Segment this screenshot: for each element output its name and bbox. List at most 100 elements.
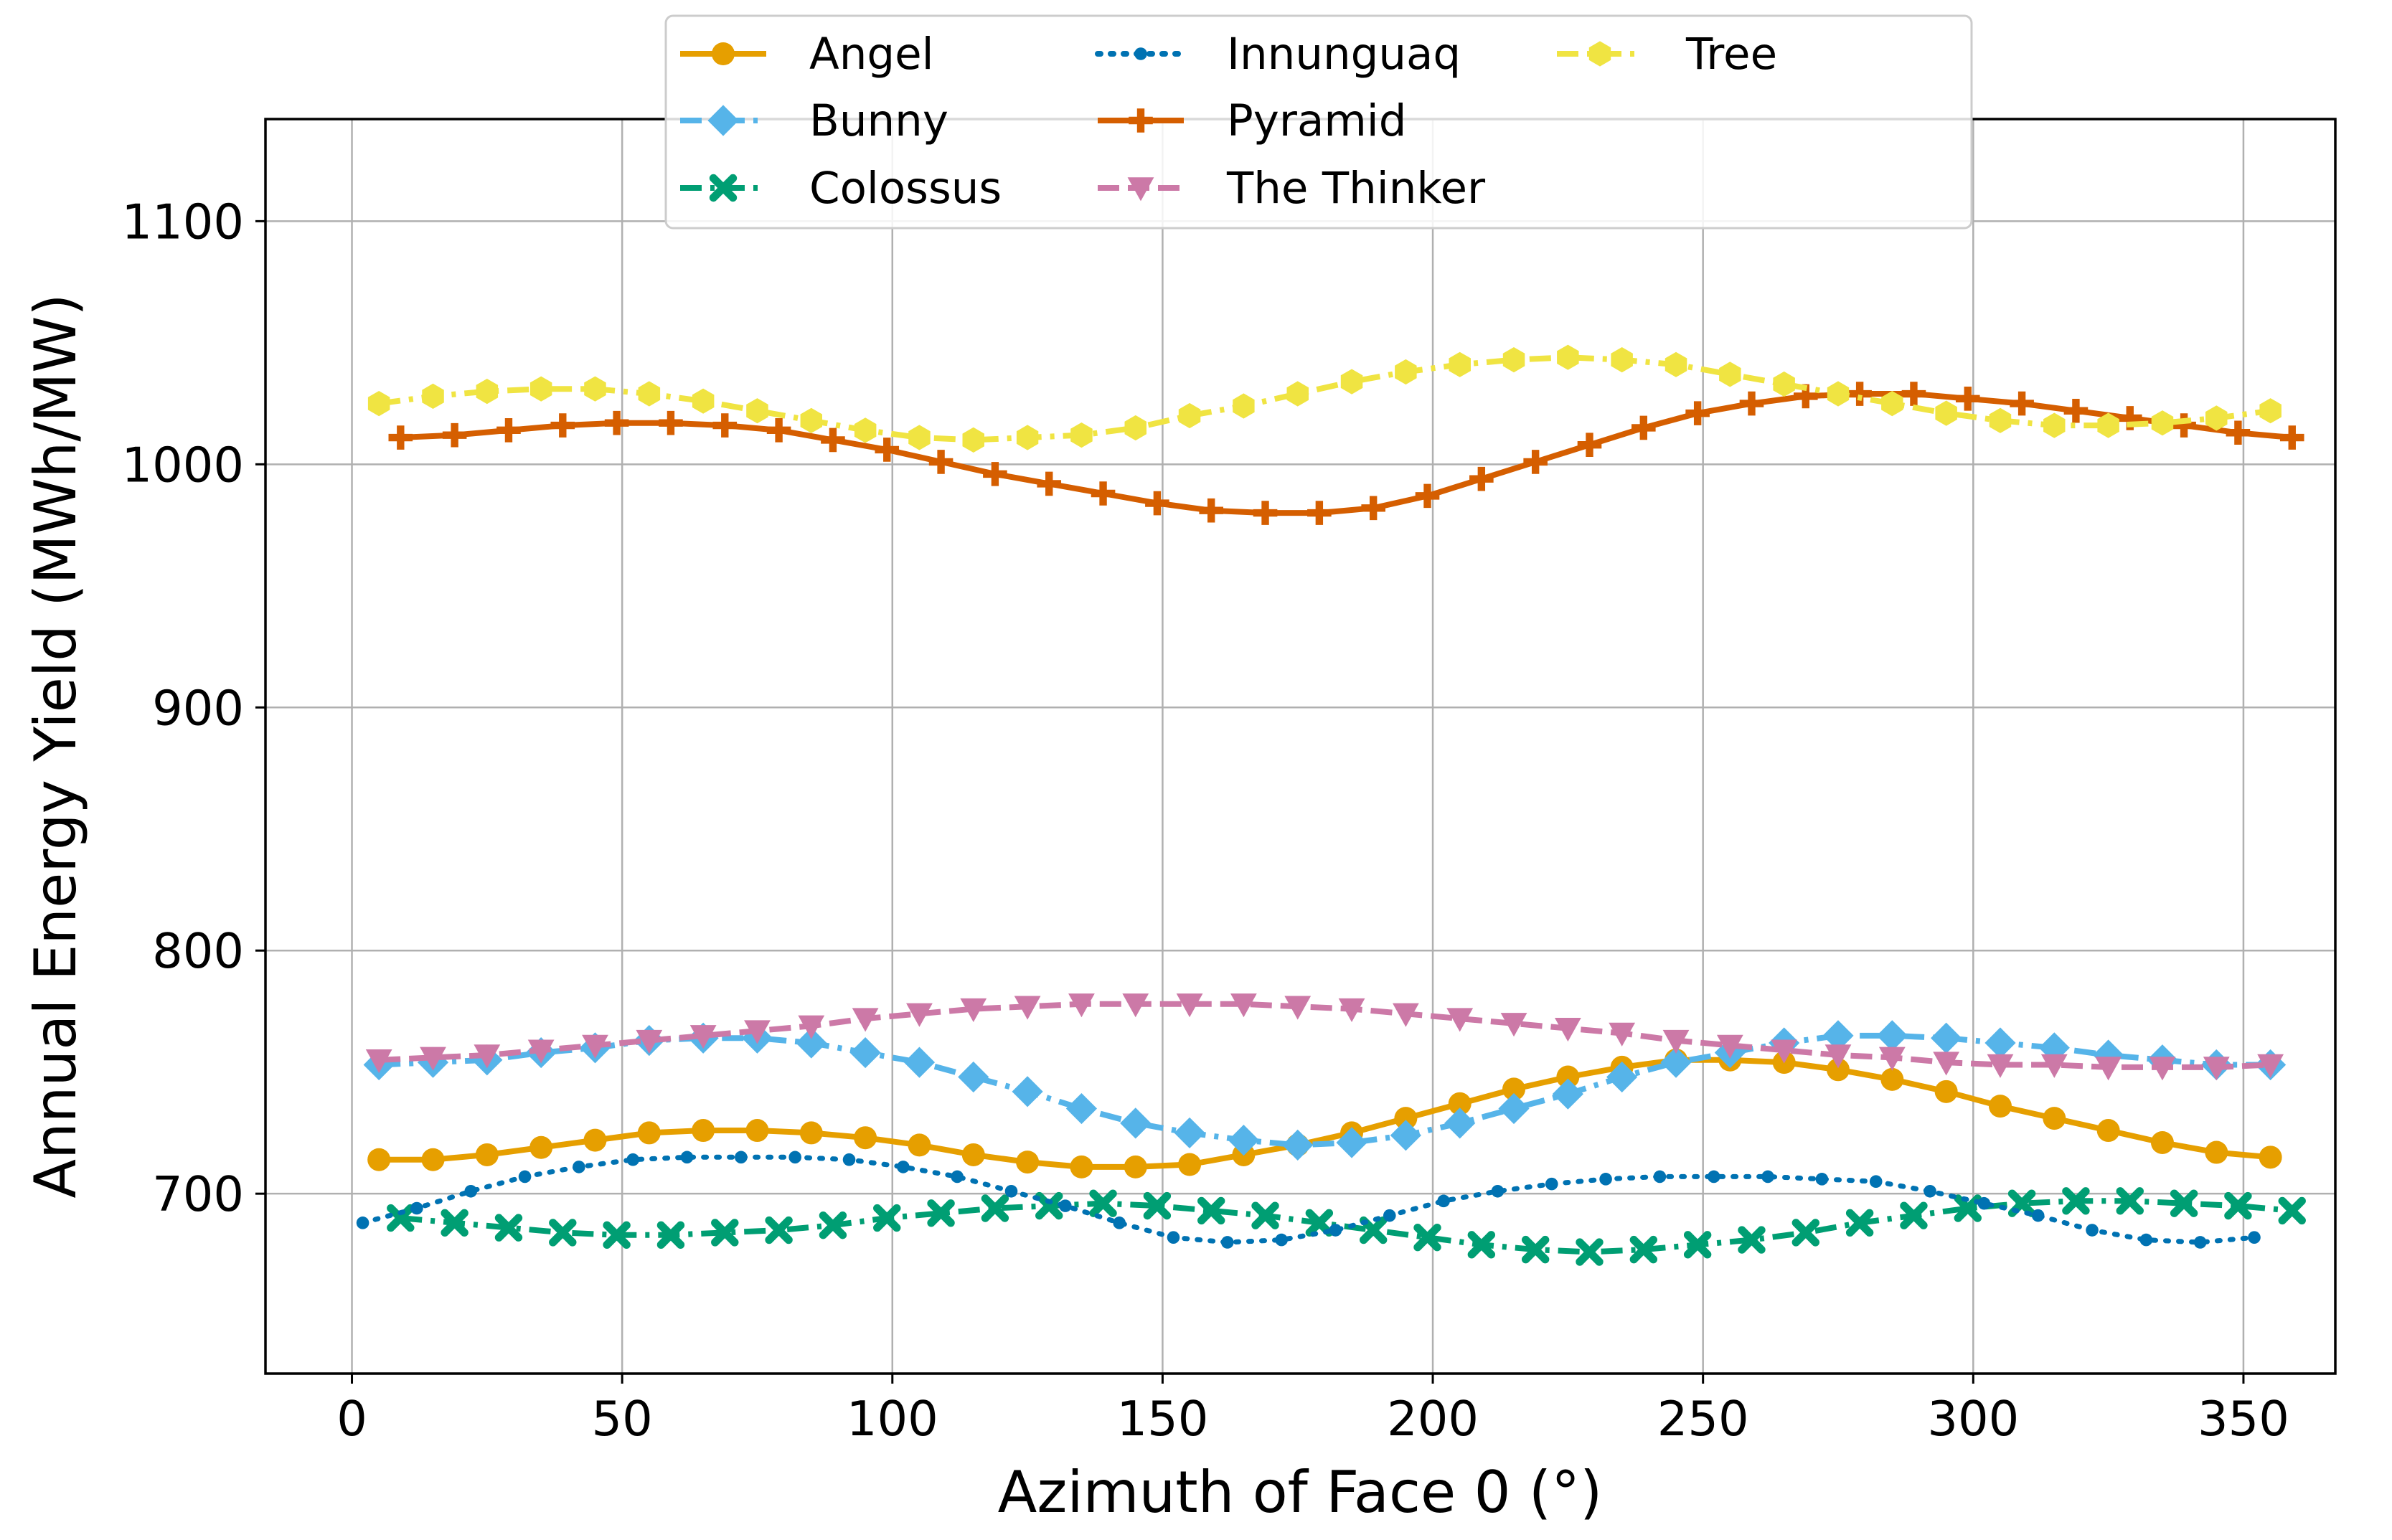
data-point-colossus (819, 1211, 847, 1239)
data-point-innunguaq (1761, 1170, 1774, 1184)
x-tick-label: 100 (847, 1391, 938, 1447)
data-point-tree (1286, 381, 1309, 407)
data-point-the-thinker (636, 1029, 663, 1054)
data-point-innunguaq (2031, 1209, 2045, 1222)
data-point-angel (1178, 1153, 1202, 1176)
data-point-angel (1394, 1107, 1418, 1130)
data-point-colossus (1576, 1238, 1604, 1266)
data-point-the-thinker (2149, 1057, 2176, 1081)
y-tick-label: 700 (152, 1166, 244, 1222)
data-point-colossus (2170, 1189, 2198, 1217)
data-point-the-thinker (1609, 1022, 1636, 1047)
data-point-colossus (1251, 1201, 1279, 1229)
data-point-the-thinker (1230, 993, 1257, 1018)
data-point-colossus (1467, 1231, 1496, 1259)
data-point-innunguaq (1707, 1170, 1720, 1184)
x-tick-label: 200 (1387, 1391, 1479, 1447)
data-point-bunny (1120, 1107, 1152, 1139)
data-point-colossus (549, 1219, 577, 1247)
data-point-innunguaq (1221, 1236, 1234, 1249)
legend-label: Pyramid (1227, 95, 1406, 146)
data-point-tree (1881, 391, 1903, 417)
data-point-bunny (1174, 1117, 1205, 1149)
data-point-pyramid (712, 413, 738, 438)
data-point-colossus (387, 1204, 415, 1232)
data-point-colossus (1521, 1235, 1550, 1264)
data-point-pyramid (983, 462, 1007, 486)
series-layer (356, 344, 2306, 1266)
data-point-bunny (796, 1027, 827, 1059)
y-tick-label: 900 (152, 680, 244, 736)
data-point-bunny (1822, 1020, 1854, 1052)
data-point-angel (1880, 1067, 1904, 1091)
data-point-the-thinker (1338, 998, 1365, 1022)
y-axis-title: Annual Energy Yield (MWh/MW) (22, 293, 89, 1198)
data-point-angel (367, 1148, 391, 1171)
data-point-the-thinker (744, 1020, 771, 1044)
data-point-the-thinker (2040, 1054, 2068, 1078)
data-point-pyramid (550, 413, 575, 438)
data-point-tree (2205, 405, 2228, 431)
data-point-innunguaq (2193, 1236, 2207, 1249)
data-point-pyramid (1739, 391, 1764, 416)
data-point-tree (2097, 412, 2119, 438)
data-point-angel (2096, 1119, 2120, 1143)
data-point-pyramid (2010, 391, 2034, 416)
data-point-innunguaq (2139, 1233, 2153, 1247)
legend-swatch-marker (1129, 108, 1153, 133)
legend-item-colossus: Colossus (680, 163, 1002, 214)
data-point-innunguaq (356, 1217, 369, 1229)
data-point-angel (2259, 1145, 2282, 1169)
legend-swatch-marker (712, 42, 735, 65)
data-point-innunguaq (1383, 1209, 1396, 1222)
data-point-colossus (1629, 1235, 1658, 1264)
data-point-the-thinker (1392, 1003, 1419, 1027)
legend-item-bunny: Bunny (680, 95, 948, 146)
data-point-the-thinker (2257, 1054, 2284, 1078)
series-the-thinker (365, 993, 2284, 1081)
data-point-colossus (1738, 1226, 1766, 1254)
data-point-angel (583, 1128, 607, 1152)
data-point-colossus (927, 1199, 955, 1227)
data-point-tree (1935, 400, 1957, 426)
legend-item-angel: Angel (680, 29, 934, 80)
data-point-pyramid (1469, 466, 1494, 491)
data-point-tree (908, 425, 931, 450)
data-point-colossus (2224, 1191, 2252, 1220)
data-point-colossus (765, 1216, 793, 1244)
data-point-pyramid (1091, 481, 1116, 506)
data-point-the-thinker (852, 1008, 879, 1032)
series-pyramid (388, 382, 2304, 525)
data-point-innunguaq (1491, 1184, 1505, 1198)
data-point-pyramid (659, 410, 683, 435)
legend-box (664, 14, 1973, 230)
data-point-pyramid (1145, 491, 1169, 516)
series-colossus (387, 1187, 2306, 1266)
data-point-bunny (1336, 1127, 1367, 1158)
data-point-the-thinker (689, 1025, 717, 1049)
y-tick-label: 800 (152, 923, 244, 979)
data-point-bunny (903, 1047, 936, 1078)
data-point-tree (800, 407, 822, 433)
series-tree (367, 344, 2282, 453)
data-point-colossus (2062, 1187, 2090, 1215)
legend-label: Innunguaq (1227, 29, 1461, 80)
data-point-colossus (1413, 1223, 1441, 1252)
data-point-innunguaq (518, 1170, 532, 1184)
data-point-the-thinker (960, 998, 987, 1022)
data-point-the-thinker (1824, 1044, 1852, 1069)
data-point-the-thinker (582, 1034, 608, 1059)
data-point-the-thinker (1014, 996, 1041, 1020)
data-point-colossus (603, 1221, 631, 1249)
data-point-innunguaq (1653, 1170, 1667, 1184)
data-point-tree (1719, 362, 1741, 387)
data-point-the-thinker (1500, 1013, 1527, 1037)
data-point-colossus (2278, 1196, 2306, 1225)
data-point-angel (2205, 1140, 2228, 1164)
data-point-tree (1827, 381, 1850, 407)
data-point-tree (422, 383, 444, 409)
data-point-colossus (873, 1204, 901, 1232)
data-point-pyramid (766, 418, 791, 443)
data-point-tree (2043, 412, 2066, 438)
data-point-tree (476, 379, 499, 405)
